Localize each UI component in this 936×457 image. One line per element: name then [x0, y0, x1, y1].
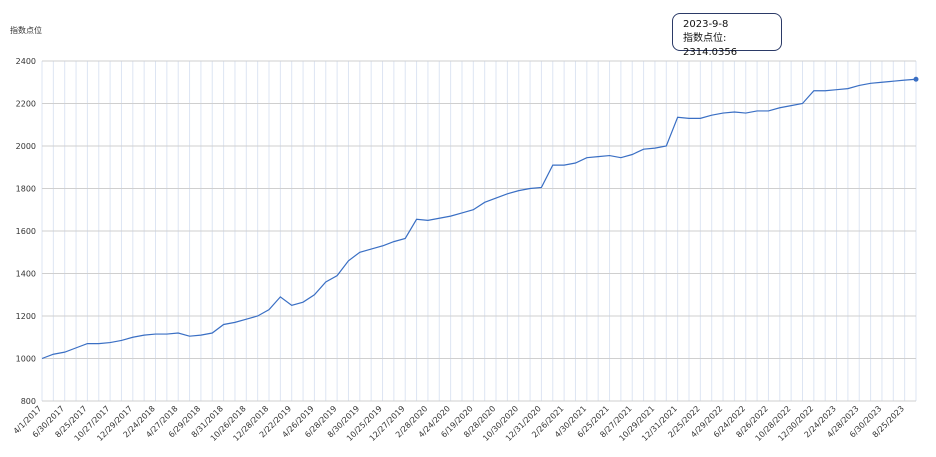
y-tick-label: 2200 — [16, 100, 36, 109]
y-tick-label: 1200 — [16, 312, 36, 321]
highlight-point — [913, 76, 919, 82]
y-tick-label: 1000 — [16, 355, 36, 364]
tooltip-date: 2023-9-8 — [683, 19, 729, 30]
y-tick-label: 2400 — [16, 57, 36, 66]
tooltip: 2023-9-8 指数点位: 2314.0356 — [672, 13, 782, 58]
y-tick-label: 800 — [21, 397, 36, 406]
y-tick-label: 1800 — [16, 185, 36, 194]
y-tick-label: 1600 — [16, 227, 36, 236]
y-tick-label: 2000 — [16, 142, 36, 151]
tooltip-text: 指数点位: 2314.0356 — [683, 33, 738, 58]
y-tick-label: 1400 — [16, 270, 36, 279]
y-axis-label: 指数点位 — [10, 25, 42, 35]
line — [41, 78, 917, 360]
